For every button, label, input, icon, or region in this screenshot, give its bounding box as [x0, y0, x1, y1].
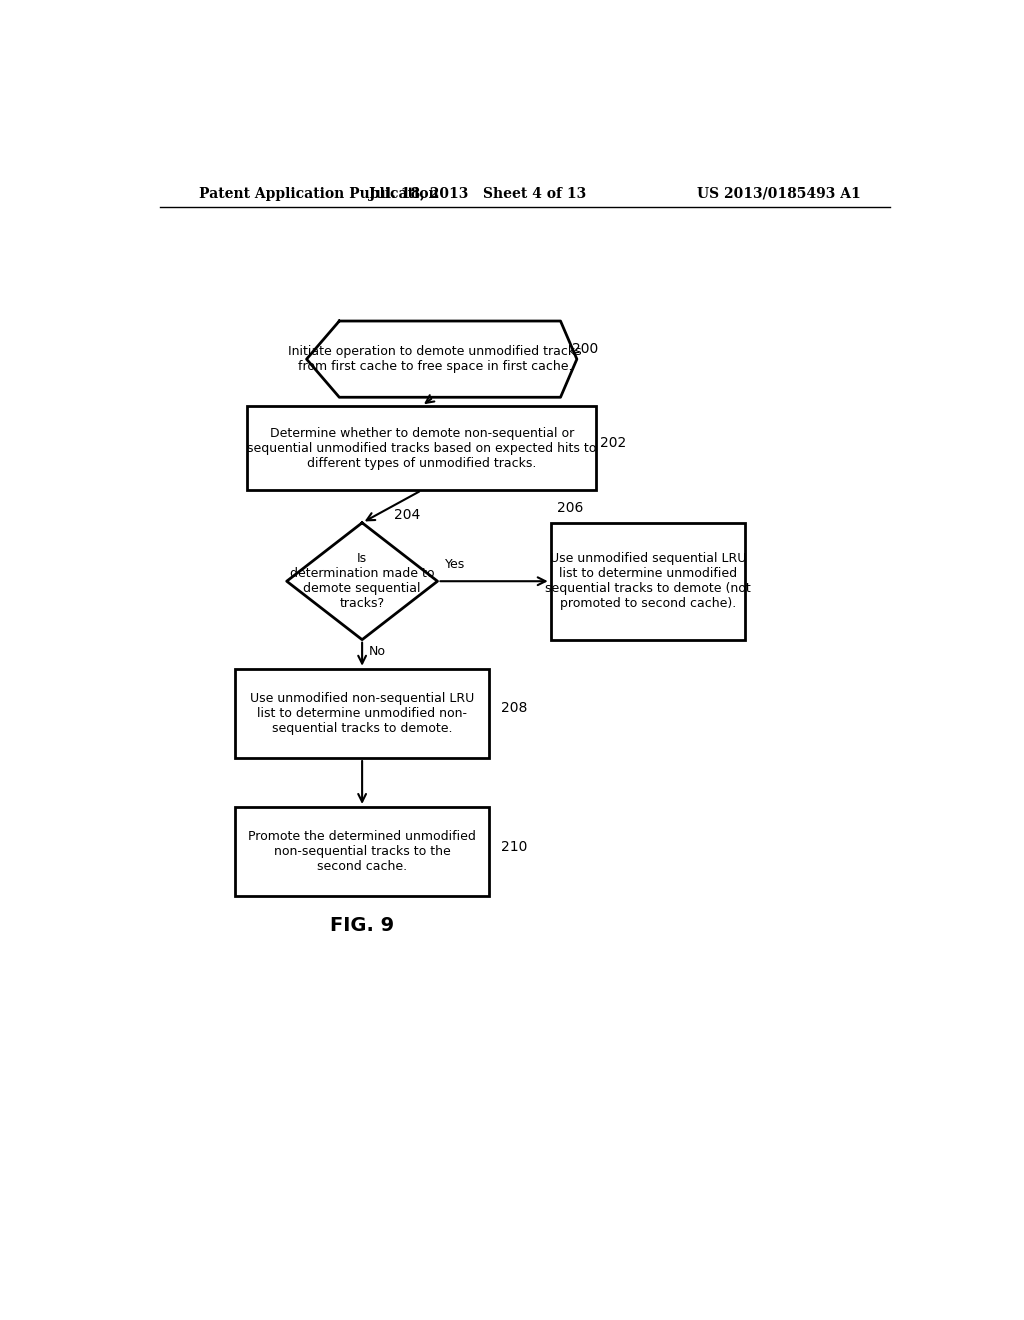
Text: Initiate operation to demote unmodified tracks
from first cache to free space in: Initiate operation to demote unmodified …	[289, 345, 582, 374]
Text: Determine whether to demote non-sequential or
sequential unmodified tracks based: Determine whether to demote non-sequenti…	[247, 426, 596, 470]
Text: 206: 206	[557, 502, 583, 515]
Text: FIG. 9: FIG. 9	[330, 916, 394, 936]
FancyBboxPatch shape	[551, 523, 745, 640]
Text: 210: 210	[501, 840, 527, 854]
Polygon shape	[306, 321, 577, 397]
Text: Yes: Yes	[445, 558, 466, 572]
Text: Is
determination made to
demote sequential
tracks?: Is determination made to demote sequenti…	[290, 552, 434, 610]
Polygon shape	[287, 523, 437, 640]
Text: 208: 208	[501, 701, 527, 715]
Text: US 2013/0185493 A1: US 2013/0185493 A1	[697, 187, 860, 201]
Text: 202: 202	[600, 436, 627, 450]
FancyBboxPatch shape	[236, 669, 489, 758]
FancyBboxPatch shape	[236, 807, 489, 896]
Text: Patent Application Publication: Patent Application Publication	[200, 187, 439, 201]
Text: Use unmodified sequential LRU
list to determine unmodified
sequential tracks to : Use unmodified sequential LRU list to de…	[545, 552, 751, 610]
Text: 200: 200	[572, 342, 599, 356]
Text: Jul. 18, 2013   Sheet 4 of 13: Jul. 18, 2013 Sheet 4 of 13	[369, 187, 586, 201]
Text: 204: 204	[394, 508, 420, 523]
Text: Promote the determined unmodified
non-sequential tracks to the
second cache.: Promote the determined unmodified non-se…	[248, 830, 476, 873]
FancyBboxPatch shape	[247, 405, 596, 490]
Text: No: No	[369, 644, 385, 657]
Text: Use unmodified non-sequential LRU
list to determine unmodified non-
sequential t: Use unmodified non-sequential LRU list t…	[250, 692, 474, 735]
